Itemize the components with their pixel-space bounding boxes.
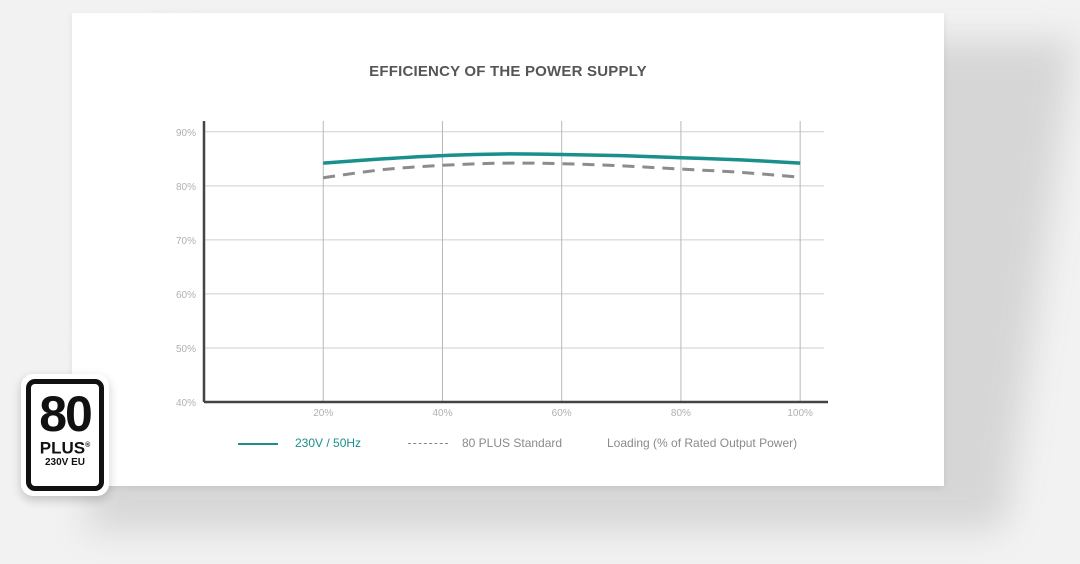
y-tick-label: 70% (176, 236, 196, 247)
legend-swatch-solid (238, 442, 278, 445)
y-tick-label: 40% (176, 398, 196, 409)
badge-plus-text: PLUS (39, 438, 86, 458)
grid (204, 121, 824, 402)
x-tick-label: 40% (432, 408, 452, 419)
x-tick-label: 100% (787, 408, 813, 419)
y-tick-label: 60% (176, 290, 196, 301)
legend-swatch-dashed (408, 443, 448, 445)
badge-plus: PLUS® (31, 438, 99, 457)
badge-frame: 80 PLUS® 230V EU (26, 379, 104, 491)
chart-title: EFFICIENCY OF THE POWER SUPPLY (369, 63, 647, 80)
x-axis-label: Loading (% of Rated Output Power) (607, 436, 798, 450)
legend-label-230v: 230V / 50Hz (295, 436, 362, 450)
y-tick-label: 90% (176, 128, 196, 139)
axes (202, 121, 828, 404)
x-tick-label: 60% (552, 408, 572, 419)
x-tick-label: 20% (313, 408, 333, 419)
y-tick-labels: 40% 50% 60% 70% 80% 90% (176, 128, 196, 409)
legend-item-80plus: 80 PLUS Standard (408, 436, 562, 450)
y-tick-label: 50% (176, 344, 196, 355)
series-line-80plus (323, 161, 801, 180)
legend-item-230v: 230V / 50Hz (238, 436, 361, 450)
80-plus-badge: 80 PLUS® 230V EU (21, 374, 109, 496)
chart-card: EFFICIENCY OF THE POWER SUPPLY 40% 50% 60%… (72, 13, 944, 486)
y-tick-label: 80% (176, 182, 196, 193)
efficiency-chart: 40% 50% 60% 70% 80% 90% 20% 40% 60% 80% 100% (176, 121, 828, 419)
series-line-230v (323, 152, 801, 165)
legend-label-80plus: 80 PLUS Standard (462, 436, 563, 450)
badge-number: 80 (39, 386, 93, 442)
x-tick-label: 80% (671, 408, 691, 419)
badge-sub: 230V EU (44, 456, 86, 468)
x-tick-labels: 20% 40% 60% 80% 100% (313, 408, 813, 419)
badge-reg-mark: ® (85, 442, 91, 449)
series-lines (323, 152, 801, 180)
